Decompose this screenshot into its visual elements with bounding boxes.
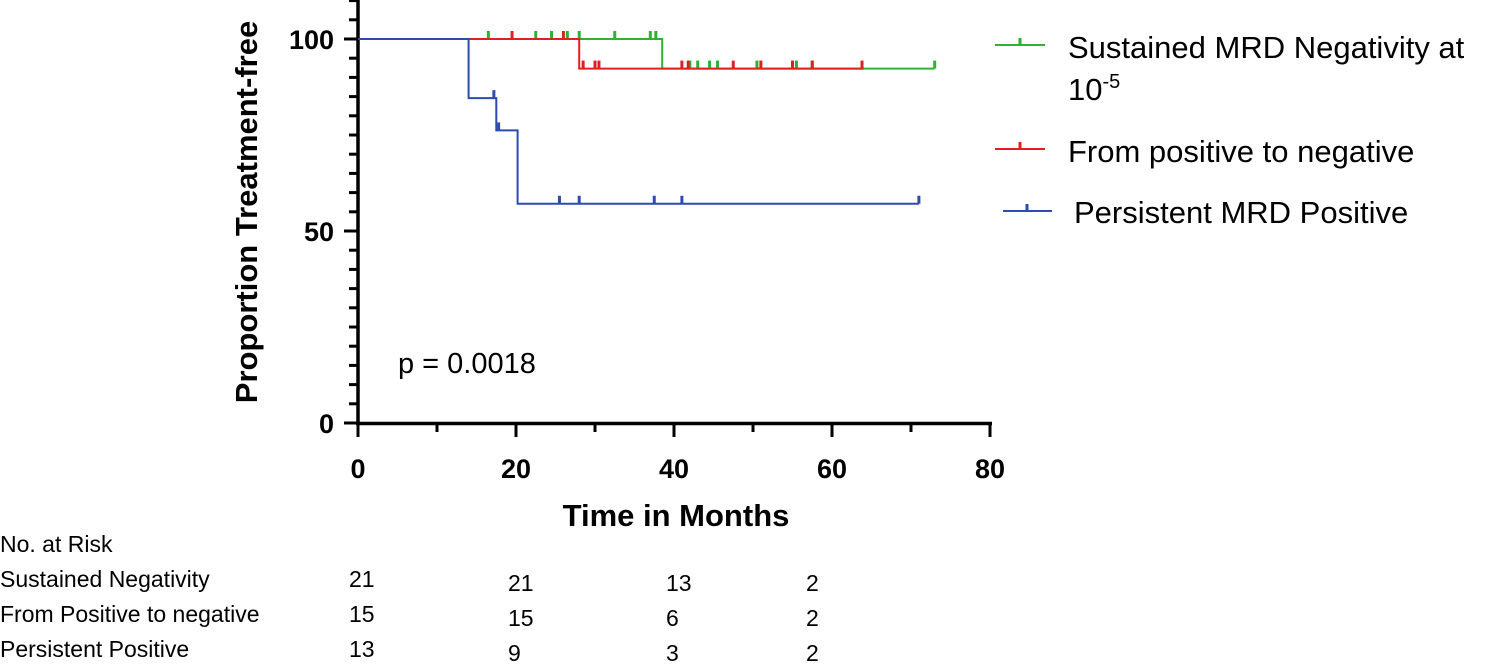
risk-row-persistent-positive: Persistent Positive 13 9 3 2 [0, 636, 819, 664]
x-tick-label: 20 [501, 454, 531, 484]
risk-row-positive-to-negative: From Positive to negative 15 15 6 2 [0, 601, 819, 631]
y-tick-label: 50 [304, 217, 334, 247]
p-value-annotation: p = 0.0018 [398, 348, 536, 380]
risk-count: 15 [508, 605, 534, 631]
y-axis-title: Proportion Treatment-free [229, 21, 264, 403]
y-tick-label: 100 [289, 25, 334, 55]
x-tick-label: 0 [350, 454, 365, 484]
risk-count: 2 [806, 640, 819, 664]
survival-curve-0 [358, 38, 935, 70]
series-1 [358, 31, 864, 70]
risk-table: No. at Risk Sustained Negativity 21 21 1… [0, 531, 819, 664]
risk-count: 9 [508, 640, 521, 664]
risk-count: 2 [806, 605, 819, 631]
legend-label-sustained-line2: 10-5 [1068, 71, 1120, 107]
risk-count: 2 [806, 570, 819, 596]
risk-row-label: Sustained Negativity [0, 566, 210, 592]
risk-row-label: Persistent Positive [0, 636, 189, 662]
risk-count: 13 [666, 570, 692, 596]
series-0 [358, 31, 937, 70]
risk-count: 21 [349, 566, 375, 592]
legend-label-positive-to-negative: From positive to negative [1068, 134, 1414, 169]
risk-count: 6 [666, 605, 679, 631]
series-2 [358, 38, 921, 205]
legend-item-persistent-positive: Persistent MRD Positive [1003, 195, 1408, 230]
risk-count: 21 [508, 570, 534, 596]
legend-label-sustained-exponent: -5 [1102, 71, 1120, 93]
legend-label-sustained: Sustained MRD Negativity at [1068, 30, 1465, 65]
risk-count: 3 [666, 640, 679, 664]
y-axis-tick-labels: 0 50 100 [289, 25, 334, 439]
y-tick-label: 0 [319, 409, 334, 439]
legend-label-sustained-base: 10 [1068, 72, 1102, 107]
x-tick-label: 80 [975, 454, 1005, 484]
x-tick-label: 60 [817, 454, 847, 484]
survival-curve-1 [358, 38, 864, 70]
legend: Sustained MRD Negativity at 10-5 From po… [995, 30, 1465, 230]
risk-row-label: From Positive to negative [0, 601, 260, 627]
legend-label-persistent-positive: Persistent MRD Positive [1074, 195, 1408, 230]
x-axis-tick-labels: 0 20 40 60 80 [350, 454, 1005, 484]
survival-curve-2 [358, 38, 919, 205]
risk-count: 15 [349, 601, 375, 627]
y-axis-ticks [344, 0, 358, 425]
x-axis-title: Time in Months [563, 498, 790, 533]
legend-item-sustained: Sustained MRD Negativity at 10-5 [995, 30, 1465, 107]
risk-row-sustained: Sustained Negativity 21 21 13 2 [0, 566, 819, 596]
risk-count: 13 [349, 636, 375, 662]
x-tick-label: 40 [659, 454, 689, 484]
legend-item-positive-to-negative: From positive to negative [995, 134, 1414, 169]
series-layer [358, 31, 937, 205]
x-axis-ticks [356, 423, 992, 437]
risk-table-title: No. at Risk [0, 531, 113, 557]
